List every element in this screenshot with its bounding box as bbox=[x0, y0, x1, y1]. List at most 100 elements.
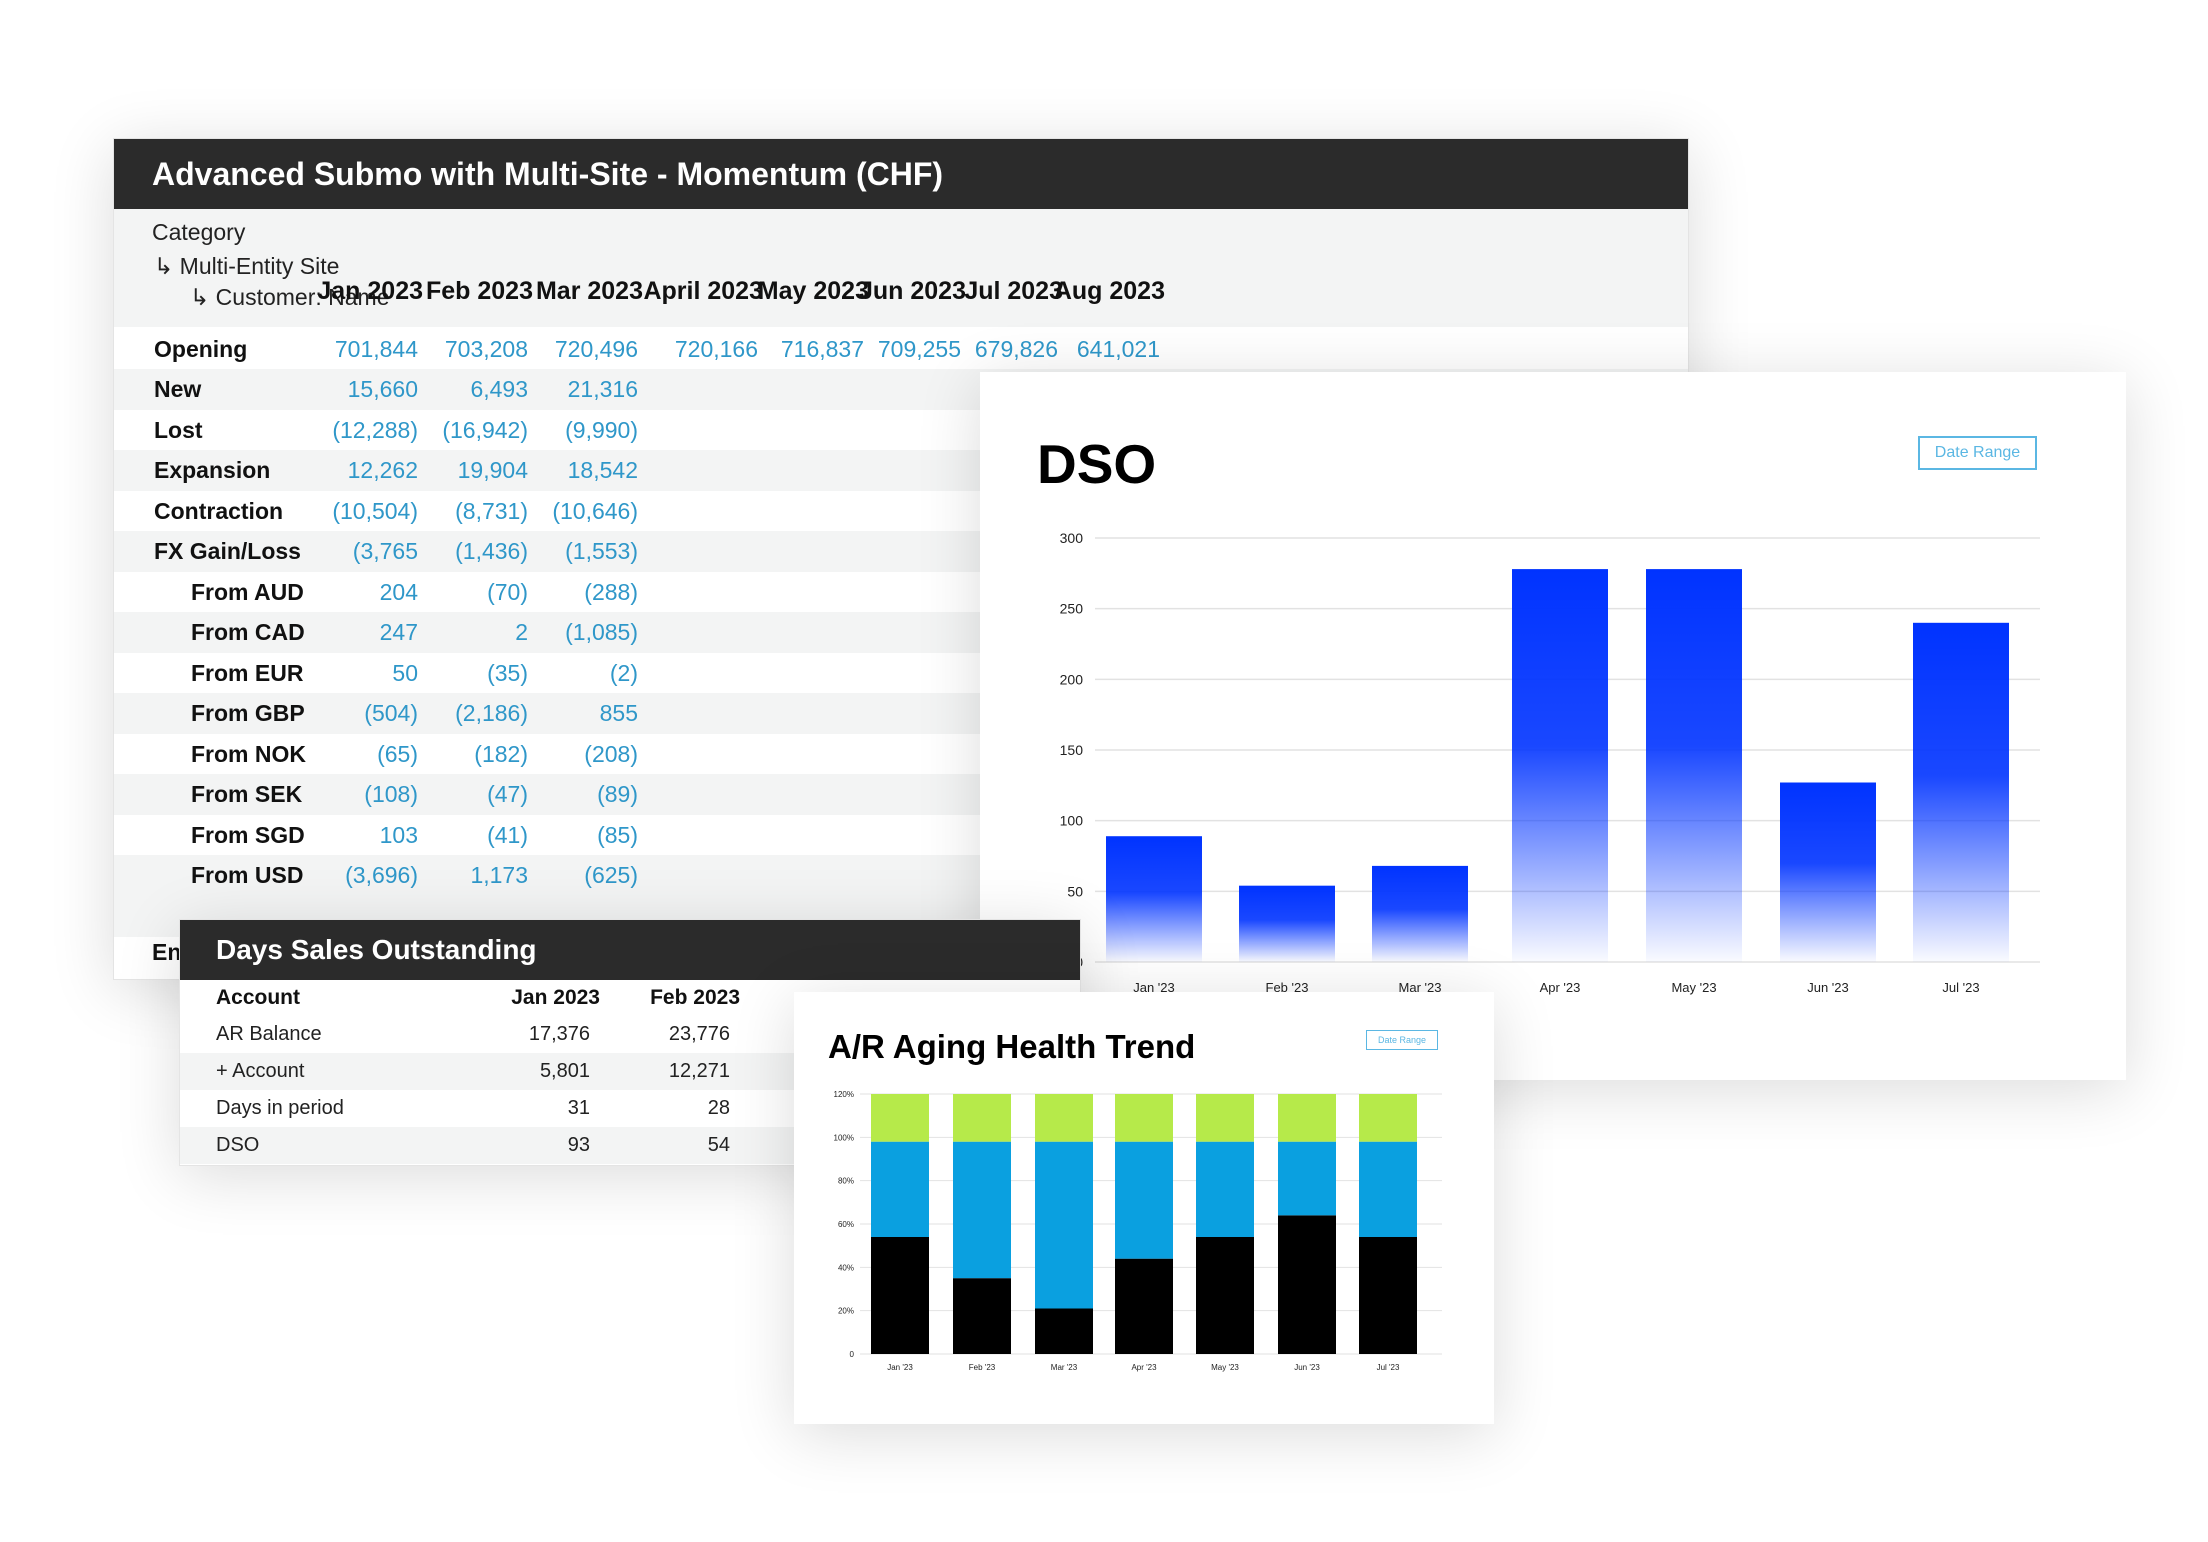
ar-bar-segment bbox=[1278, 1215, 1336, 1354]
row-label: Days in period bbox=[216, 1097, 344, 1119]
ar-date-range-button[interactable]: Date Range bbox=[1366, 1030, 1438, 1050]
table-cell: 18,542 bbox=[567, 457, 638, 483]
table-cell: (47) bbox=[487, 781, 528, 807]
y-tick-label: 40% bbox=[838, 1263, 854, 1272]
table-cell: (89) bbox=[597, 781, 638, 807]
table-cell: 12,262 bbox=[347, 457, 418, 483]
row-label: From CAD bbox=[191, 619, 305, 645]
column-header: Jul 2023 bbox=[964, 277, 1063, 305]
x-tick-label: Mar '23 bbox=[1051, 1363, 1078, 1372]
account-header: Account bbox=[216, 986, 300, 1009]
jan-2023-header: Jan 2023 bbox=[511, 986, 600, 1009]
table-cell: 50 bbox=[392, 660, 418, 686]
y-tick-label: 100 bbox=[1060, 813, 1084, 829]
dso-date-range-button[interactable]: Date Range bbox=[1918, 436, 2037, 470]
column-header: Feb 2023 bbox=[425, 277, 533, 305]
x-tick-label: Apr '23 bbox=[1131, 1363, 1157, 1372]
x-tick-label: May '23 bbox=[1671, 980, 1716, 995]
table-cell: (65) bbox=[377, 741, 418, 767]
ar-bar-segment bbox=[871, 1094, 929, 1142]
ar-aging-title: A/R Aging Health Trend bbox=[828, 1028, 1196, 1065]
table-row: Contraction (10,504) (8,731) (10,646) bbox=[114, 491, 1688, 532]
row-label: From NOK bbox=[191, 741, 306, 767]
table-cell: 6,493 bbox=[470, 376, 528, 402]
x-tick-label: Jun '23 bbox=[1807, 980, 1849, 995]
days-sales-title: Days Sales Outstanding bbox=[180, 920, 1080, 980]
table-cell: 716,837 bbox=[780, 336, 864, 362]
table-cell: (288) bbox=[584, 579, 638, 605]
table-row: Days in period 31 28 bbox=[180, 1090, 1080, 1127]
ar-bar-segment bbox=[1359, 1094, 1417, 1142]
row-label: Lost bbox=[154, 417, 203, 443]
table-cell: (2,186) bbox=[455, 700, 528, 726]
ar-aging-card: A/R Aging Health Trend Date Range 0 20% 40… bbox=[794, 992, 1494, 1424]
row-label: From SGD bbox=[191, 822, 305, 848]
table-cell: 19,904 bbox=[457, 457, 528, 483]
x-tick-label: Feb '23 bbox=[969, 1363, 996, 1372]
x-tick-label: Apr '23 bbox=[1540, 980, 1581, 995]
row-label: FX Gain/Loss bbox=[154, 538, 301, 564]
ar-bar-segment bbox=[1278, 1094, 1336, 1142]
x-tick-label: Jul '23 bbox=[1377, 1363, 1400, 1372]
table-cell: 21,316 bbox=[567, 376, 638, 402]
table-cell: 12,271 bbox=[668, 1060, 730, 1082]
row-label: From AUD bbox=[191, 579, 304, 605]
table-cell: (85) bbox=[597, 822, 638, 848]
table-cell: (208) bbox=[584, 741, 638, 767]
ar-bar-segment bbox=[1115, 1094, 1173, 1142]
table-cell: 31 bbox=[567, 1097, 590, 1119]
table-cell: (1,436) bbox=[455, 538, 528, 564]
row-label: + Account bbox=[216, 1060, 305, 1082]
table-cell: 679,826 bbox=[974, 336, 1058, 362]
column-header: May 2023 bbox=[757, 277, 869, 305]
table-cell: (504) bbox=[364, 700, 418, 726]
table-row: Opening 701,844 703,208 720,496 720,166 716,8… bbox=[114, 329, 1688, 370]
table-cell: (3,765 bbox=[352, 538, 418, 564]
table-cell: (41) bbox=[487, 822, 528, 848]
table-row: From SGD 103 (41) (85) bbox=[114, 815, 1688, 856]
y-tick-label: 0 bbox=[850, 1350, 855, 1359]
table-cell: (1,085) bbox=[565, 619, 638, 645]
dso-bar bbox=[1106, 836, 1202, 962]
ar-bar-segment bbox=[953, 1141, 1011, 1279]
momentum-header-band bbox=[114, 209, 1688, 327]
table-cell: 23,776 bbox=[668, 1023, 730, 1045]
x-tick-label: Jun '23 bbox=[1294, 1363, 1320, 1372]
ar-bar-segment bbox=[1035, 1094, 1093, 1142]
column-header: Mar 2023 bbox=[535, 277, 643, 305]
dso-bar bbox=[1913, 622, 2009, 962]
table-cell: 641,021 bbox=[1076, 336, 1160, 362]
row-label: Contraction bbox=[154, 498, 284, 524]
y-tick-label: 100% bbox=[834, 1133, 854, 1142]
table-cell: 247 bbox=[379, 619, 418, 645]
table-cell: (70) bbox=[487, 579, 528, 605]
dso-bar bbox=[1372, 865, 1468, 962]
y-tick-label: 200 bbox=[1060, 671, 1084, 687]
column-header: Aug 2023 bbox=[1053, 277, 1165, 305]
table-cell: 701,844 bbox=[334, 336, 418, 362]
multi-entity-site-label: ↳ Multi-Entity Site bbox=[154, 253, 340, 279]
y-tick-label: 300 bbox=[1060, 530, 1084, 546]
ar-bar-segment bbox=[1196, 1094, 1254, 1142]
x-tick-label: Jan '23 bbox=[1133, 980, 1175, 995]
ar-bar-segment bbox=[1035, 1308, 1093, 1354]
table-cell: (625) bbox=[584, 862, 638, 888]
y-tick-label: 50 bbox=[1067, 883, 1083, 899]
dso-bar bbox=[1646, 569, 1742, 962]
table-cell: 28 bbox=[707, 1097, 730, 1119]
row-label: Opening bbox=[154, 336, 248, 362]
ar-bar-segment bbox=[1196, 1141, 1254, 1237]
ar-bar-segment bbox=[871, 1237, 929, 1354]
dso-bar bbox=[1239, 885, 1335, 962]
table-cell: 2 bbox=[515, 619, 528, 645]
y-tick-label: 120% bbox=[834, 1090, 854, 1099]
y-tick-label: 60% bbox=[838, 1220, 854, 1229]
ar-bar-segment bbox=[871, 1141, 929, 1237]
ar-bar-segment bbox=[1035, 1141, 1093, 1309]
column-header: April 2023 bbox=[643, 277, 763, 305]
y-tick-label: 250 bbox=[1060, 601, 1084, 617]
ar-bar-segment bbox=[1359, 1141, 1417, 1237]
table-cell: 17,376 bbox=[528, 1023, 590, 1045]
x-tick-label: Mar '23 bbox=[1399, 980, 1442, 995]
table-cell: (8,731) bbox=[455, 498, 528, 524]
